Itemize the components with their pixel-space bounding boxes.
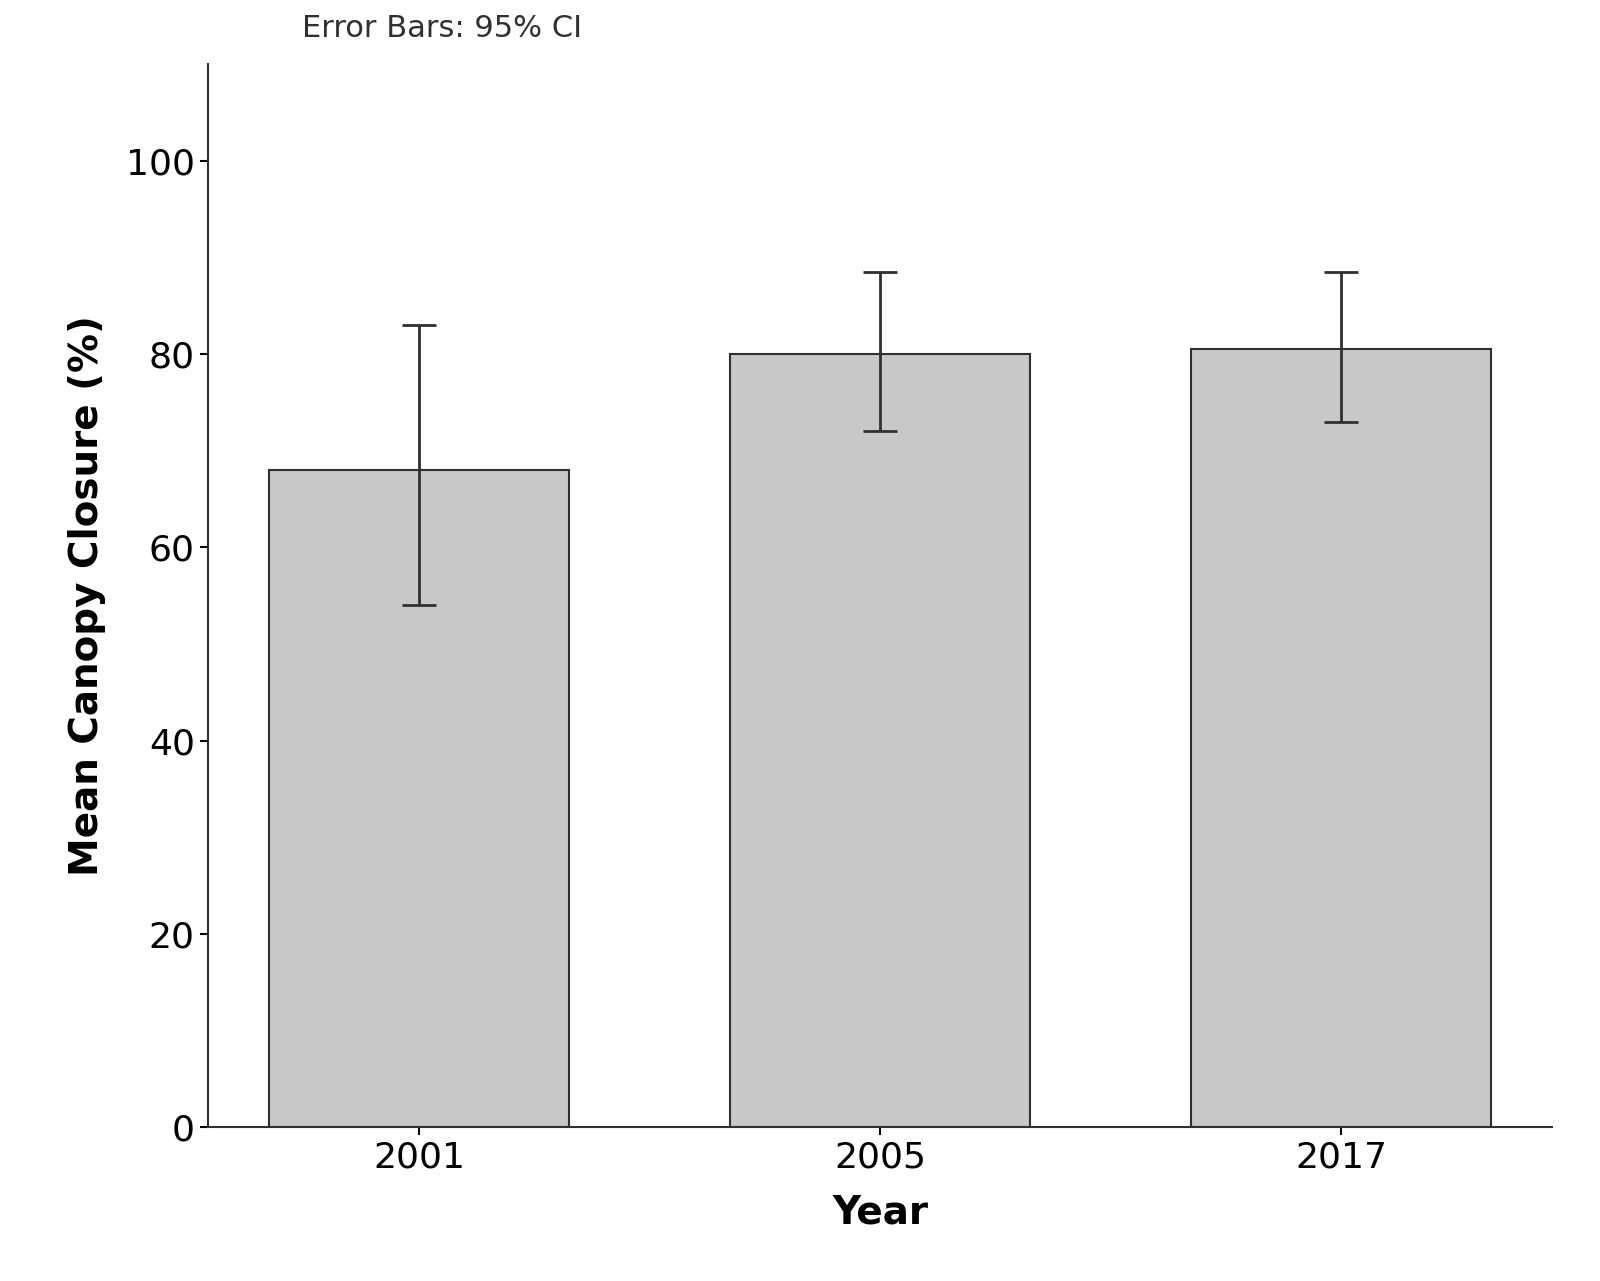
Bar (269, 470, 568, 1127)
Bar (730, 354, 1030, 1127)
Y-axis label: Mean Canopy Closure (%): Mean Canopy Closure (%) (69, 315, 106, 876)
X-axis label: Year: Year (832, 1194, 928, 1232)
Text: Error Bars: 95% CI: Error Bars: 95% CI (302, 14, 582, 42)
Bar (1192, 350, 1491, 1127)
